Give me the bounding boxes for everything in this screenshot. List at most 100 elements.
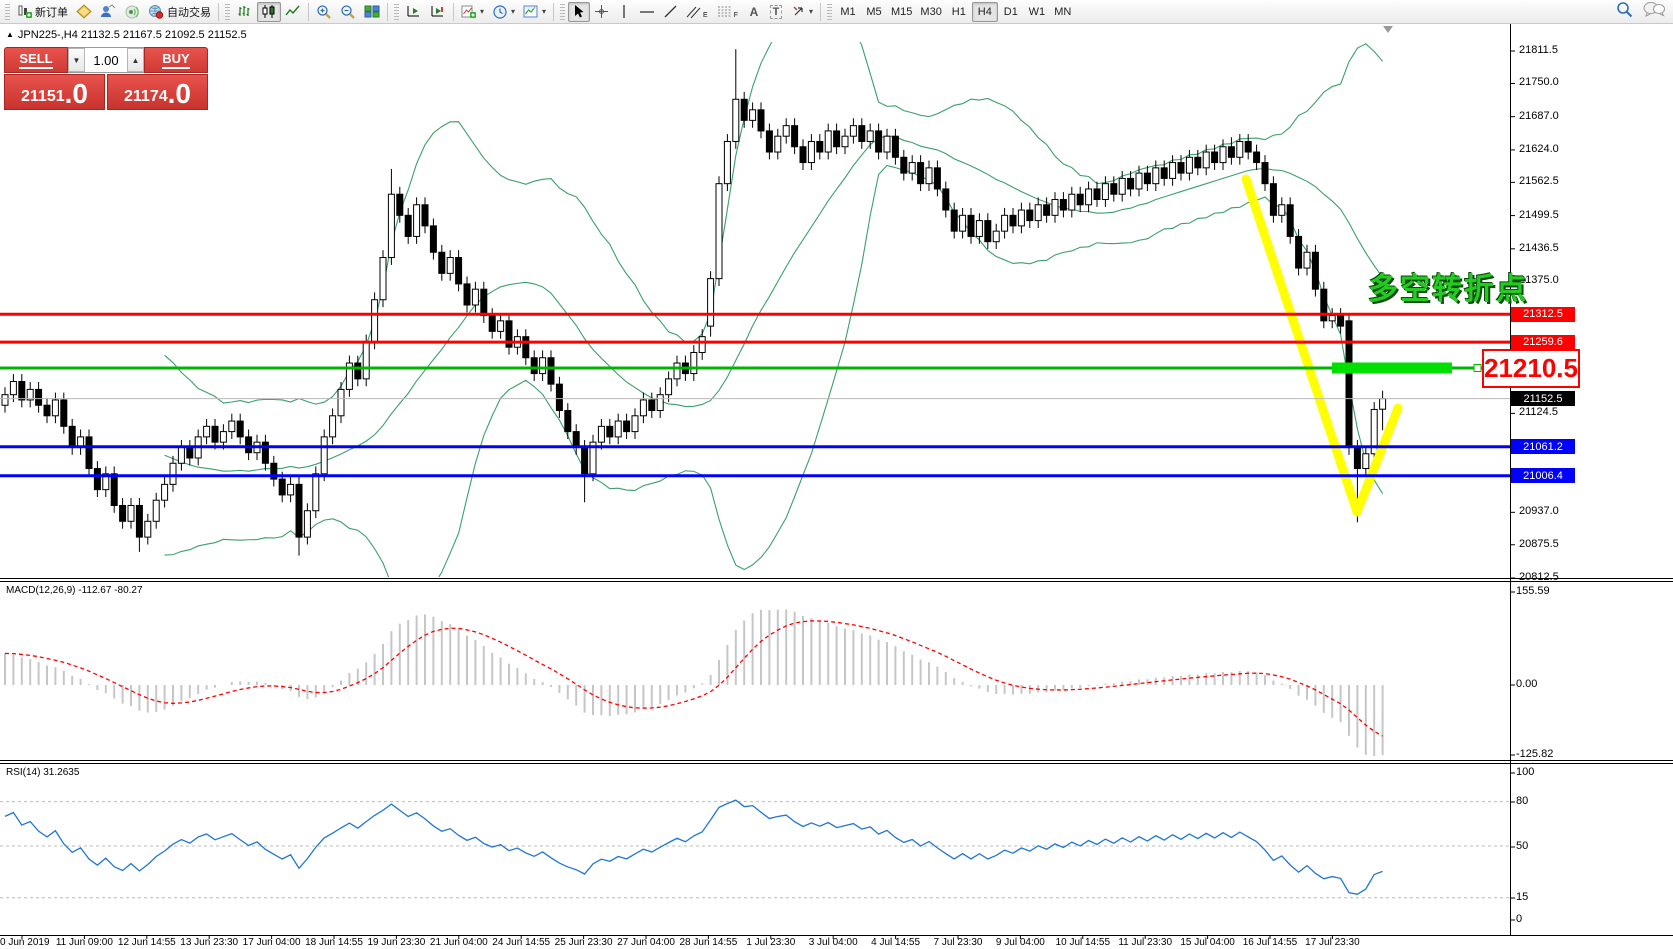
- templates-button[interactable]: ▾: [519, 2, 550, 22]
- candle-body: [1177, 162, 1185, 174]
- level-price-label[interactable]: 21061.2: [1511, 439, 1575, 455]
- autotrading-label: 自动交易: [167, 6, 211, 19]
- new-order-button[interactable]: 新订单: [13, 2, 72, 22]
- auto-scroll-button[interactable]: [402, 2, 426, 22]
- timeframe-m1-button[interactable]: M1: [840, 5, 856, 18]
- callout-anchor-square[interactable]: [1473, 364, 1482, 372]
- candle-body: [488, 315, 496, 332]
- buy-price-box[interactable]: 21174.0: [107, 74, 208, 110]
- level-price-label[interactable]: 21259.6: [1511, 334, 1575, 350]
- candle-body: [320, 436, 328, 475]
- line-chart-button[interactable]: [281, 2, 305, 22]
- candle-body: [446, 257, 454, 274]
- chat-icon[interactable]: [1643, 1, 1665, 22]
- timeframe-w1-button[interactable]: W1: [1028, 5, 1046, 18]
- tile-windows-button[interactable]: [360, 2, 384, 22]
- volume-stepper: ▼ 1.00 ▲: [68, 47, 144, 73]
- candle-body: [1370, 408, 1378, 455]
- zoom-out-button[interactable]: [336, 2, 360, 22]
- autotrading-button[interactable]: 自动交易: [144, 2, 215, 22]
- candle-body: [337, 388, 345, 417]
- price-callout-box[interactable]: 21210.5: [1482, 349, 1580, 388]
- timeframe-h1-button[interactable]: H1: [951, 5, 966, 18]
- candle-body: [245, 436, 253, 454]
- candle-body: [1269, 183, 1277, 216]
- candle-body: [1085, 188, 1093, 206]
- candle-body: [984, 220, 992, 243]
- timeframe-mn-button[interactable]: MN: [1054, 5, 1072, 18]
- candle-body: [1353, 446, 1361, 470]
- templates-dropdown-arrow[interactable]: ▾: [542, 7, 547, 16]
- signals-button[interactable]: [120, 2, 144, 22]
- time-axis-label: 10 Jun 2019: [0, 937, 50, 948]
- chart-shift-marker-icon[interactable]: [1383, 26, 1393, 33]
- text-tool-button[interactable]: A: [743, 2, 765, 22]
- toolbar-grip[interactable]: [225, 3, 230, 20]
- toolbar-grip[interactable]: [5, 3, 10, 20]
- candle-body: [866, 130, 874, 142]
- level-price-label[interactable]: 21312.5: [1511, 306, 1575, 322]
- timeframe-m5-button[interactable]: M5: [866, 5, 882, 18]
- collapse-triangle-icon[interactable]: ▲: [6, 30, 14, 39]
- candle-body: [917, 162, 925, 185]
- macd-scale-label: -125.82: [1516, 748, 1554, 760]
- candle-body: [371, 299, 379, 343]
- toolbar-grip[interactable]: [394, 3, 399, 20]
- buy-button[interactable]: BUY: [144, 47, 208, 73]
- level-price-label[interactable]: 21006.4: [1511, 468, 1575, 484]
- price-axis-tick-label: 20812.5: [1519, 571, 1559, 583]
- candle-body: [169, 462, 177, 485]
- timeframe-m15-button[interactable]: M15: [891, 5, 913, 18]
- text-label-tool-button[interactable]: T: [765, 2, 787, 22]
- price-axis-tick-label: 21436.5: [1519, 241, 1559, 254]
- timeframe-h4-button[interactable]: H4: [971, 1, 998, 22]
- chart-window-title[interactable]: ▲ JPN225-,H4 21132.5 21167.5 21092.5 2115…: [6, 29, 247, 41]
- volume-value[interactable]: 1.00: [93, 52, 119, 68]
- arrows-dropdown-arrow[interactable]: ▾: [809, 7, 814, 16]
- bar-chart-button[interactable]: [233, 2, 257, 22]
- search-icon[interactable]: [1616, 1, 1633, 23]
- level-price-label[interactable]: 21152.5: [1511, 391, 1575, 407]
- volume-decrease-button[interactable]: ▼: [68, 48, 85, 72]
- rsi-line: [4, 799, 1383, 896]
- arrows-tool-button[interactable]: ▾: [787, 2, 817, 22]
- horizontal-line-tool-button[interactable]: [635, 2, 659, 22]
- periods-dropdown-arrow[interactable]: ▾: [511, 7, 516, 16]
- candle-body: [547, 357, 555, 385]
- yellow-trend-annotation[interactable]: [1241, 174, 1403, 517]
- timeframe-d1-button[interactable]: D1: [1003, 5, 1018, 18]
- candle-body: [589, 441, 597, 475]
- market-button[interactable]: [96, 2, 120, 22]
- toolbar-grip[interactable]: [827, 3, 833, 20]
- timeframe-m30-button[interactable]: M30: [920, 5, 942, 18]
- candle-body: [455, 257, 463, 285]
- indicators-button[interactable]: ▾: [457, 2, 488, 22]
- time-axis-label: 17 Jul 23:30: [1305, 937, 1360, 948]
- channel-tool-button[interactable]: E: [682, 2, 713, 22]
- candle-body: [85, 436, 93, 470]
- periods-button[interactable]: ▾: [488, 2, 519, 22]
- trendline-tool-button[interactable]: [659, 2, 682, 22]
- candle-body: [413, 204, 421, 237]
- turning-point-annotation[interactable]: 多空转折点: [1368, 273, 1528, 306]
- candlestick-chart-button[interactable]: [257, 1, 281, 22]
- volume-increase-button[interactable]: ▲: [127, 48, 144, 72]
- cursor-tool-button[interactable]: [568, 1, 591, 22]
- fibonacci-tool-button[interactable]: F: [713, 2, 743, 22]
- metaeditor-button[interactable]: [72, 2, 96, 22]
- candle-body: [849, 125, 857, 137]
- indicators-dropdown-arrow[interactable]: ▾: [480, 7, 485, 16]
- tile-windows-icon: [364, 4, 380, 19]
- crosshair-tool-button[interactable]: [590, 2, 613, 22]
- candle-body: [967, 214, 975, 237]
- chart-shift-button[interactable]: [426, 2, 450, 22]
- candle-body: [1076, 193, 1084, 206]
- sell-price-box[interactable]: 21151.0: [4, 74, 105, 110]
- zoom-in-button[interactable]: [312, 2, 336, 22]
- sell-button[interactable]: SELL: [4, 47, 68, 73]
- candle-body: [1068, 193, 1076, 211]
- candle-body: [522, 336, 530, 359]
- vertical-line-tool-button[interactable]: [613, 2, 635, 22]
- toolbar-grip[interactable]: [560, 3, 566, 20]
